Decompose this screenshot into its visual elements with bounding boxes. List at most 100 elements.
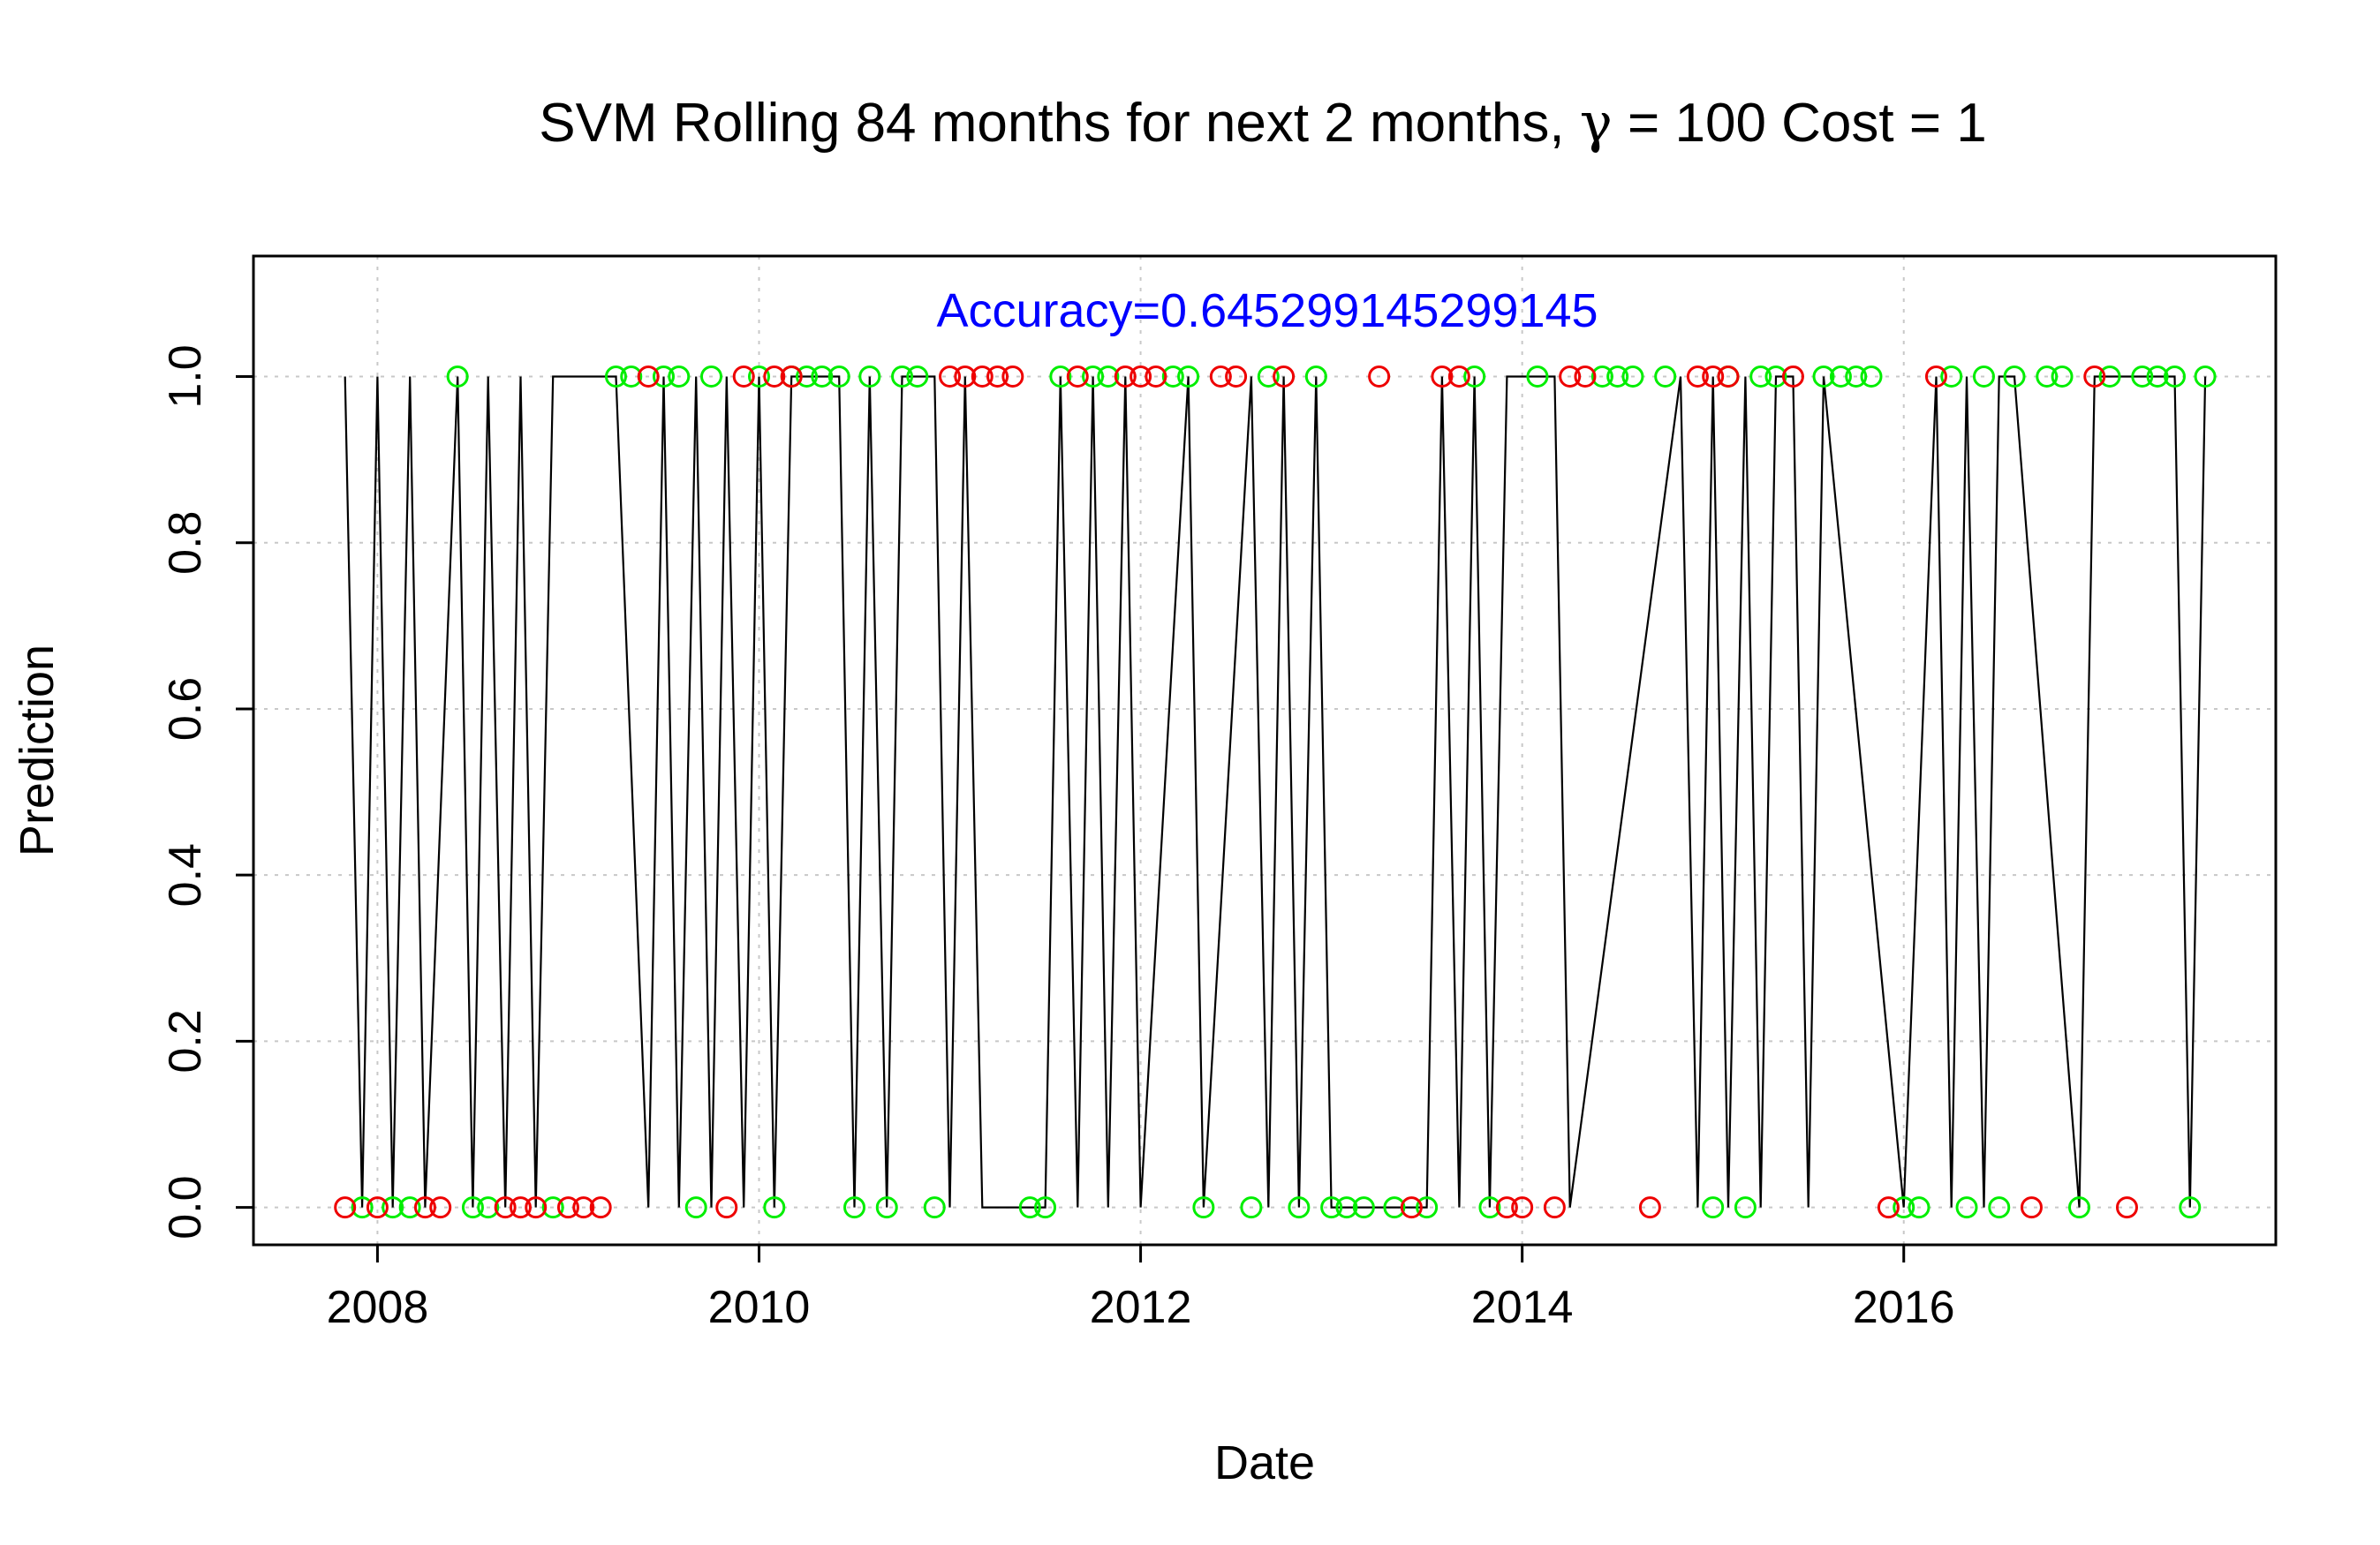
incorrect-point	[1702, 365, 1725, 388]
correct-point	[875, 1196, 898, 1219]
correct-point	[604, 365, 627, 388]
correct-point	[1335, 1196, 1358, 1219]
incorrect-point	[556, 1196, 579, 1219]
incorrect-point	[589, 1196, 612, 1219]
correct-point	[843, 1196, 866, 1219]
y-axis-label: Prediction	[11, 644, 64, 856]
plot-frame	[252, 254, 2278, 1247]
accuracy-annotation: Accuracy=0.645299145299145	[936, 284, 1598, 337]
correct-point	[1097, 365, 1120, 388]
correct-point	[2067, 1196, 2090, 1219]
correct-point	[2098, 365, 2121, 388]
incorrect-point	[1877, 1196, 1900, 1219]
correct-point	[2003, 365, 2026, 388]
incorrect-point	[494, 1196, 517, 1219]
incorrect-point	[429, 1196, 452, 1219]
y-axis: 0.0 0.2 0.4 0.6 0.8 1.0	[160, 344, 253, 1240]
incorrect-point	[1273, 365, 1296, 388]
correct-point	[748, 365, 770, 388]
correct-point	[1082, 365, 1105, 388]
correct-point	[2194, 365, 2217, 388]
correct-point	[1463, 365, 1486, 388]
incorrect-point	[1447, 365, 1470, 388]
incorrect-point	[1717, 365, 1740, 388]
correct-point	[652, 365, 675, 388]
correct-point	[1526, 365, 1549, 388]
correct-point	[1734, 1196, 1757, 1219]
incorrect-point	[1543, 1196, 1566, 1219]
correct-point	[1257, 365, 1280, 388]
incorrect-point	[763, 365, 786, 388]
correct-point	[1654, 365, 1677, 388]
incorrect-point	[732, 365, 755, 388]
correct-point	[699, 365, 722, 388]
incorrect-point	[1924, 365, 1947, 388]
correct-point	[1240, 1196, 1263, 1219]
incorrect-point	[1209, 365, 1232, 388]
incorrect-point	[1001, 365, 1024, 388]
incorrect-point	[572, 1196, 595, 1219]
correct-point	[827, 365, 850, 388]
incorrect-point	[1574, 365, 1597, 388]
correct-point	[2051, 365, 2074, 388]
correct-point	[1908, 1196, 1930, 1219]
incorrect-point	[971, 365, 994, 388]
prediction-line	[344, 375, 2207, 1209]
incorrect-point	[1511, 1196, 1534, 1219]
y-tick-label-0.4: 0.4	[160, 843, 211, 907]
correct-point	[811, 365, 834, 388]
correct-point	[796, 365, 819, 388]
correct-point	[668, 365, 691, 388]
correct-point	[1352, 1196, 1375, 1219]
correct-point	[382, 1196, 404, 1219]
correct-point	[398, 1196, 421, 1219]
correct-point	[2036, 365, 2059, 388]
correct-point	[1845, 365, 1868, 388]
chart-title-suffix: = 100 Cost = 1	[1613, 93, 1987, 154]
incorrect-point	[509, 1196, 532, 1219]
incorrect-point	[1114, 365, 1137, 388]
correct-point	[461, 1196, 484, 1219]
correct-point	[858, 365, 881, 388]
correct-point	[1177, 365, 1200, 388]
incorrect-point	[1368, 365, 1391, 388]
correct-point	[351, 1196, 374, 1219]
correct-point	[446, 365, 469, 388]
incorrect-point	[1495, 1196, 1518, 1219]
chart-title-prefix: SVM Rolling 84 months for next 2 months,	[539, 93, 1580, 154]
correct-point	[1749, 365, 1772, 388]
correct-point	[923, 1196, 946, 1219]
correct-point	[1955, 1196, 1978, 1219]
correct-point	[1478, 1196, 1501, 1219]
correct-point	[1812, 365, 1835, 388]
correct-point	[684, 1196, 707, 1219]
correct-point	[2164, 365, 2186, 388]
correct-point	[1940, 365, 1963, 388]
correct-point	[1893, 1196, 1915, 1219]
correct-point	[1972, 365, 1995, 388]
correct-point	[1621, 365, 1644, 388]
incorrect-point	[1559, 365, 1582, 388]
correct-point	[1606, 365, 1629, 388]
correct-point	[1034, 1196, 1057, 1219]
correct-point	[541, 1196, 564, 1219]
incorrect-point	[525, 1196, 548, 1219]
points-group	[334, 365, 2217, 1219]
correct-point	[906, 365, 929, 388]
incorrect-point	[715, 1196, 738, 1219]
series-line-group	[344, 375, 2207, 1209]
correct-point	[891, 365, 914, 388]
correct-point	[477, 1196, 500, 1219]
incorrect-point	[1431, 365, 1454, 388]
incorrect-point	[2083, 365, 2106, 388]
incorrect-point	[1781, 365, 1804, 388]
incorrect-point	[954, 365, 977, 388]
chart-title: SVM Rolling 84 months for next 2 months,…	[539, 90, 1987, 154]
incorrect-point	[1225, 365, 1248, 388]
correct-point	[2179, 1196, 2202, 1219]
correct-point	[1320, 1196, 1343, 1219]
chart-title-symbol: γ	[1580, 90, 1613, 154]
y-tick-label-0.2: 0.2	[160, 1009, 211, 1073]
correct-point	[620, 365, 643, 388]
